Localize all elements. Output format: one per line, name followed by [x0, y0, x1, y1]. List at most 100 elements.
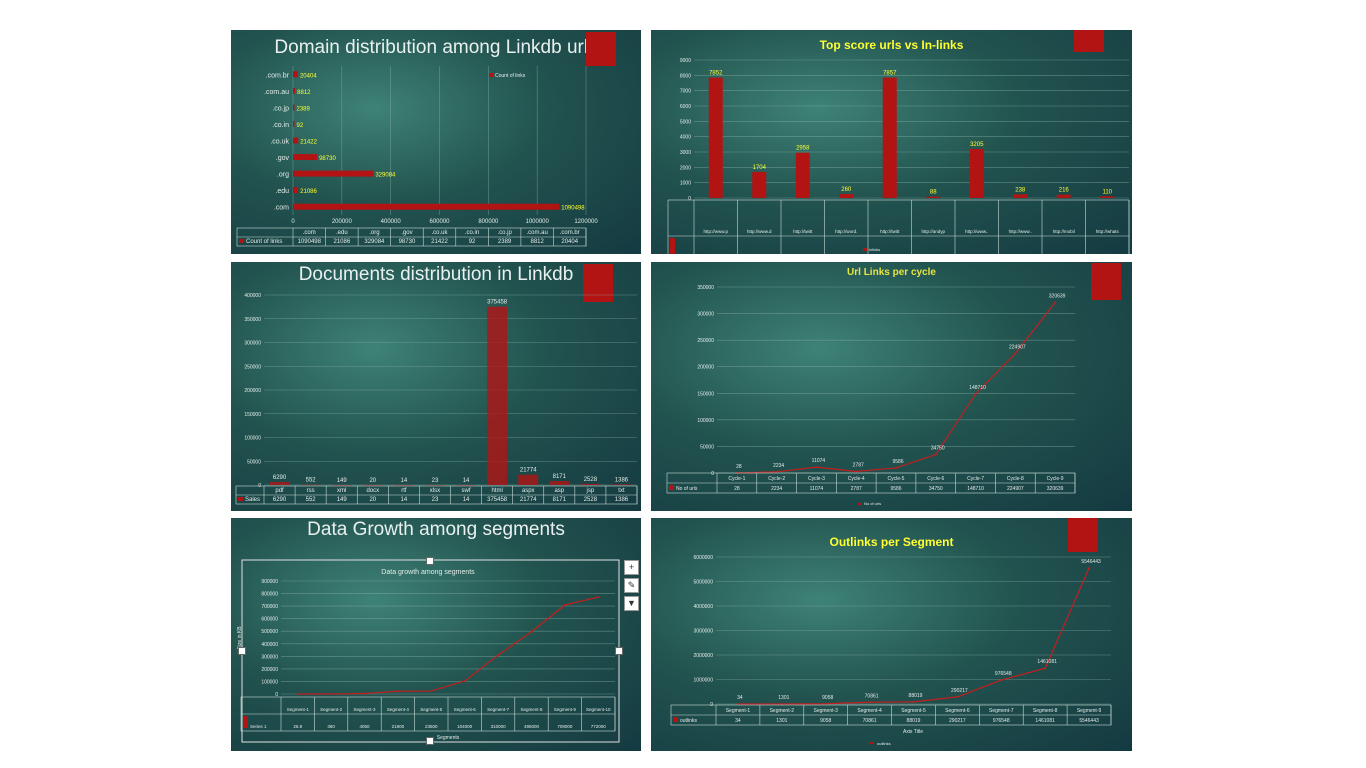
data-label: 34: [737, 695, 743, 701]
data-label: 14: [463, 478, 470, 484]
data-label: 1386: [615, 477, 629, 483]
table-value-cell: 329084: [364, 239, 385, 245]
y-category-label: .edu: [275, 188, 289, 195]
table-category-label: Cycle-8: [1007, 476, 1024, 482]
table-legend-key: [238, 497, 243, 501]
table-category-label: Segment-4: [857, 708, 882, 714]
table-value-cell: 4050: [359, 724, 370, 729]
data-point: [780, 702, 783, 705]
y-tick-label: 200000: [697, 365, 714, 371]
bar: [580, 483, 601, 485]
data-label: 148710: [969, 385, 986, 391]
legend-label: No of urls: [864, 501, 881, 506]
data-label: 5546443: [1081, 559, 1101, 565]
table-value-cell: 92: [469, 239, 476, 245]
table-category-label: Segment-1: [726, 708, 751, 714]
table-legend-key: [673, 717, 678, 722]
table-category-label: http://andyp: [921, 229, 945, 234]
x-tick-label: 400000: [381, 219, 402, 225]
y-tick-label: 800000: [261, 592, 278, 598]
data-label: 23: [432, 478, 439, 484]
data-point: [530, 630, 533, 633]
data-label: 88: [930, 190, 937, 196]
table-category-label: Segment-6: [945, 708, 970, 714]
table-value-cell: 552: [306, 497, 317, 503]
table-category-label: Segment-9: [554, 707, 577, 712]
bar: [300, 484, 321, 486]
chart-panel-data-growth: Data Growth among segments 0 100000 200000…: [231, 518, 641, 751]
chart-elements-button[interactable]: +: [624, 560, 639, 575]
table-value-cell: 772000: [591, 724, 607, 729]
bar: [293, 137, 299, 144]
data-point: [868, 701, 871, 704]
y-tick-label: 4000000: [694, 604, 714, 610]
table-value-cell: 20404: [561, 239, 578, 245]
y-tick-label: 5000000: [694, 580, 714, 586]
y-tick-label: 100000: [244, 436, 261, 442]
x-tick-label: 600000: [429, 219, 450, 225]
table-category-label: Cycle-7: [967, 476, 984, 482]
data-point: [330, 692, 333, 695]
url-links-chart-svg: 0 50000 100000 150000 200000 250000 300000 3500…: [666, 285, 1076, 506]
selection-handle[interactable]: [238, 647, 246, 655]
data-point: [895, 466, 897, 469]
data-label: 21422: [300, 140, 317, 146]
table-legend-key: [243, 716, 248, 728]
chart-filter-button[interactable]: ▼: [624, 596, 639, 611]
table-value-cell: 14: [401, 497, 408, 503]
bar: [293, 203, 560, 210]
table-category-label: html: [491, 488, 502, 494]
red-square-decoration: [1091, 263, 1121, 300]
data-label: 375458: [487, 300, 508, 306]
bar: [487, 306, 508, 485]
data-point: [736, 702, 739, 705]
y-tick-label: 400000: [261, 642, 278, 648]
x-tick-label: 800000: [478, 219, 499, 225]
y-tick-label: 1000: [680, 181, 691, 187]
top-score-chart-svg: 0 1000 2000 3000 4000 5000 6000 7000 8000 9000 785…: [667, 58, 1130, 254]
table-value-cell: 21900: [392, 724, 405, 729]
chart-title-data-growth: Data Growth among segments: [307, 519, 565, 540]
table-category-label: http://www..: [1009, 229, 1032, 234]
selection-handle[interactable]: [426, 737, 434, 745]
table-category-label: Cycle-3: [808, 476, 825, 482]
table-value-cell: 8171: [553, 497, 567, 503]
chart-title-top-score: Top score urls vs In-links: [819, 38, 964, 52]
table-value-cell: 88019: [907, 718, 921, 724]
y-tick-label: 900000: [261, 579, 278, 585]
table-category-label: Cycle-2: [768, 476, 785, 482]
bar: [362, 484, 383, 486]
y-category-label: .gov: [276, 155, 290, 162]
data-point: [1000, 679, 1003, 682]
selection-handle[interactable]: [615, 647, 623, 655]
table-value-cell: 1386: [615, 497, 629, 503]
y-tick-label: 600000: [261, 617, 278, 623]
y-tick-label: 350000: [697, 285, 714, 291]
table-category-label: .gov: [401, 230, 412, 236]
data-point: [912, 700, 915, 703]
red-square-decoration: [1074, 30, 1104, 52]
data-label: 92: [297, 123, 304, 129]
y-tick-label: 3000000: [694, 629, 714, 635]
table-value-cell: 34: [735, 718, 741, 724]
data-point: [396, 690, 399, 693]
table-category-label: http://mobil: [1053, 229, 1075, 234]
table-value-cell: 6290: [273, 497, 287, 503]
bar: [795, 152, 810, 198]
selection-handle[interactable]: [426, 557, 434, 565]
y-tick-label: 300000: [261, 654, 278, 660]
table-category-label: .edu: [336, 230, 348, 236]
table-value-cell: 290217: [949, 718, 966, 724]
table-category-label: http://www..: [965, 229, 988, 234]
bar: [549, 481, 570, 485]
data-point: [563, 603, 566, 606]
bar: [926, 196, 941, 198]
table-category-label: Cycle-5: [888, 476, 905, 482]
legend-key: [863, 248, 867, 251]
data-point: [1044, 667, 1047, 670]
data-label: 320639: [1049, 294, 1066, 300]
data-label: 20: [369, 478, 376, 484]
table-value-cell: 224907: [1007, 486, 1024, 492]
data-growth-chart-svg: 0 100000 200000 300000 400000 500000 600000 700…: [237, 559, 620, 743]
chart-styles-button[interactable]: ✎: [624, 578, 639, 593]
